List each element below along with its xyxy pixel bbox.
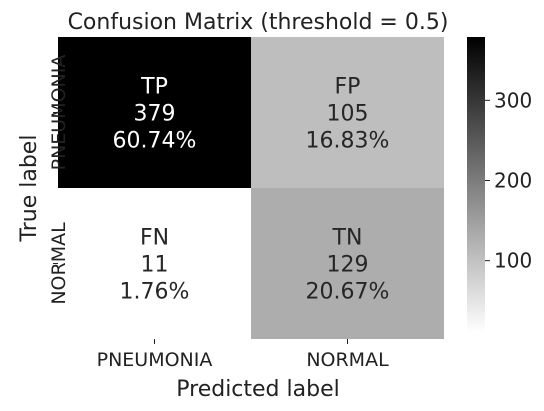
colorbar: [467, 37, 485, 332]
cell-label: FP: [335, 75, 361, 100]
colorbar-axis: 100 200 300: [485, 88, 532, 273]
heatmap-cell-tn: [251, 188, 444, 339]
x-axis-label: Predicted label: [176, 377, 339, 402]
cell-count: 129: [327, 253, 369, 278]
heatmap-cell-fn: [58, 188, 251, 339]
cell-percent: 1.76%: [120, 280, 190, 305]
y-axis: PNEUMONIA NORMAL: [48, 55, 70, 305]
chart-title: Confusion Matrix (threshold = 0.5): [68, 10, 449, 35]
heatmap-cell-fp: [251, 37, 444, 188]
cell-label: TP: [140, 75, 168, 100]
cell-percent: 60.74%: [113, 129, 197, 154]
y-tick-label: NORMAL: [48, 222, 70, 305]
y-tick-label: PNEUMONIA: [48, 55, 70, 171]
cell-count: 379: [134, 102, 176, 127]
heatmap-cell-tp: [58, 37, 251, 188]
cell-label: TN: [332, 226, 363, 251]
x-tick-label: NORMAL: [306, 349, 389, 371]
y-axis-label: True label: [17, 135, 42, 243]
cell-count: 11: [141, 253, 169, 278]
cell-percent: 16.83%: [306, 129, 390, 154]
cell-count: 105: [327, 102, 369, 127]
cell-label: FN: [140, 226, 169, 251]
x-tick-label: PNEUMONIA: [97, 349, 213, 371]
cell-percent: 20.67%: [306, 280, 390, 305]
x-axis: PNEUMONIA NORMAL: [97, 339, 389, 371]
colorbar-tick-label: 100: [494, 249, 532, 273]
colorbar-tick-label: 300: [494, 88, 532, 112]
colorbar-tick-label: 200: [494, 168, 532, 192]
